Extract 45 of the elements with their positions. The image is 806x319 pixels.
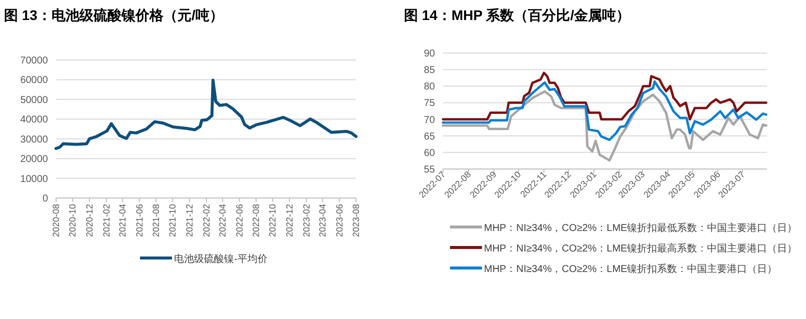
x-tick-label: 2022-06 — [234, 204, 244, 238]
y-tick-label: 70 — [424, 114, 436, 126]
y-tick-label: 0 — [42, 194, 48, 204]
y-tick-label: 60000 — [20, 75, 48, 86]
x-tick-label: 2023-08 — [351, 204, 361, 238]
y-tick-label: 10000 — [20, 174, 48, 185]
chart-title: 图 14：MHP 系数（百分比/金属吨） — [404, 7, 630, 23]
x-tick-label: 2022-12 — [284, 204, 294, 238]
x-tick-label: 2020-10 — [68, 204, 78, 238]
y-tick-label: 20000 — [20, 154, 48, 166]
legend-label: MHP：NI≥34%，CO≥2%：LME镍折扣最低系数：中国主要港口（日） — [484, 222, 798, 234]
y-tick-label: 70000 — [20, 56, 48, 66]
legend-label: MHP：NI≥34%，CO≥2%：LME镍折扣系数：中国主要港口（日） — [484, 263, 778, 275]
x-tick-label: 2021-02 — [101, 204, 112, 238]
y-tick-label: 50000 — [20, 94, 48, 106]
x-tick-label: 2021-06 — [134, 204, 144, 238]
x-tick-label: 2021-08 — [151, 204, 161, 238]
y-tick-label: 55 — [424, 164, 436, 176]
x-tick-label: 2023-06 — [334, 204, 344, 238]
x-tick-label: 2022-10 — [268, 204, 278, 238]
y-tick-label: 40000 — [20, 114, 48, 126]
x-tick-label: 2022-08 — [251, 204, 261, 238]
x-tick-label: 2021-12 — [184, 204, 194, 238]
y-tick-label: 75 — [424, 98, 436, 110]
x-tick-label: 2022-04 — [218, 204, 228, 238]
legend-label: 电池级硫酸镍-平均价 — [174, 253, 268, 265]
y-tick-label: 65 — [424, 131, 436, 142]
y-tick-label: 60 — [424, 148, 436, 159]
line-series — [54, 78, 358, 150]
y-tick-label: 30000 — [20, 134, 48, 146]
line-series — [442, 72, 768, 120]
x-tick-label: 2021-10 — [168, 204, 178, 238]
line-series — [442, 80, 768, 142]
x-tick-label: 2023-02 — [301, 204, 312, 238]
y-tick-label: 90 — [424, 48, 436, 60]
x-tick-label: 2022-02 — [201, 204, 212, 238]
y-tick-label: 80 — [424, 82, 436, 93]
line-series — [442, 90, 768, 162]
x-tick-label: 2021-04 — [118, 204, 128, 238]
chart-title: 图 13：电池级硫酸镍价格（元/吨） — [4, 7, 224, 23]
y-tick-label: 85 — [424, 65, 436, 76]
x-tick-label: 2020-08 — [51, 204, 61, 238]
legend-label: MHP：NI≥34%，CO≥2%：LME镍折扣最高系数：中国主要港口（日） — [484, 242, 798, 254]
x-tick-label: 2020-12 — [84, 204, 94, 238]
x-tick-label: 2023-04 — [318, 204, 328, 238]
